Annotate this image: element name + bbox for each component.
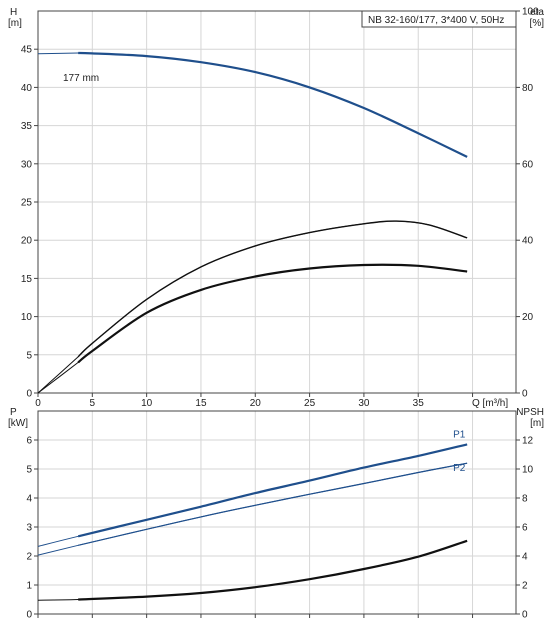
x-tick-label: 35 (413, 398, 425, 409)
left-tick-label: 30 (21, 159, 33, 170)
right-tick-label: 12 (522, 436, 534, 447)
x-tick-label: 0 (35, 398, 41, 409)
series-line (78, 462, 468, 546)
left-tick-label: 0 (26, 610, 32, 621)
x-tick-label: 10 (141, 398, 153, 409)
right-axis-unit: [m] (530, 418, 544, 429)
right-tick-label: 0 (522, 610, 528, 621)
text-layer: 051015202530354045020406080100H[m]eta[%]… (8, 7, 544, 621)
right-tick-label: 8 (522, 494, 528, 505)
left-tick-label: 40 (21, 83, 33, 94)
right-tick-label: 20 (522, 312, 534, 323)
left-tick-label: 5 (26, 350, 32, 361)
impeller-diameter-label: 177 mm (63, 73, 99, 84)
x-tick-label: 15 (195, 398, 207, 409)
left-tick-label: 6 (26, 436, 32, 447)
axes-layer (34, 10, 520, 618)
left-tick-label: 25 (21, 198, 33, 209)
right-axis-unit: [%] (530, 18, 545, 29)
left-tick-label: 20 (21, 236, 33, 247)
right-tick-label: 4 (522, 552, 528, 563)
series-layer (37, 51, 468, 601)
right-axis-title: eta (530, 7, 544, 18)
left-tick-label: 35 (21, 121, 33, 132)
x-tick-label: 30 (358, 398, 370, 409)
left-tick-label: 2 (26, 552, 32, 563)
right-tick-label: 10 (522, 465, 534, 476)
left-tick-label: 3 (26, 523, 32, 534)
right-tick-label: 40 (522, 236, 534, 247)
chart-title: NB 32-160/177, 3*400 V, 50Hz (368, 15, 504, 26)
series-line (77, 220, 468, 358)
left-tick-label: 0 (26, 389, 32, 400)
left-tick-label: 45 (21, 45, 33, 56)
series-line (78, 539, 468, 601)
x-axis-label: Q [m³/h] (472, 398, 508, 409)
left-axis-unit: [kW] (8, 418, 28, 429)
left-tick-label: 5 (26, 465, 32, 476)
right-tick-label: 6 (522, 523, 528, 534)
right-tick-label: 80 (522, 83, 534, 94)
left-axis-title: H (10, 7, 17, 18)
left-tick-label: 4 (26, 494, 32, 505)
x-tick-label: 20 (250, 398, 262, 409)
left-tick-label: 10 (21, 312, 33, 323)
series-line (78, 51, 468, 158)
title-box (361, 10, 517, 28)
x-tick-label: 25 (304, 398, 316, 409)
right-tick-label: 0 (522, 389, 528, 400)
x-tick-label: 5 (90, 398, 96, 409)
left-axis-title: P (10, 407, 17, 418)
right-axis-title: NPSH (516, 407, 544, 418)
left-axis-unit: [m] (8, 18, 22, 29)
left-tick-label: 1 (26, 581, 32, 592)
series-line (77, 263, 468, 364)
series-label-p2: P2 (453, 463, 466, 474)
right-tick-label: 60 (522, 159, 534, 170)
left-tick-label: 15 (21, 274, 33, 285)
plot-frame (37, 410, 517, 615)
series-label-p1: P1 (453, 429, 466, 440)
series-line (77, 443, 468, 538)
right-tick-label: 2 (522, 581, 528, 592)
right-tick-label: 100 (522, 7, 539, 18)
